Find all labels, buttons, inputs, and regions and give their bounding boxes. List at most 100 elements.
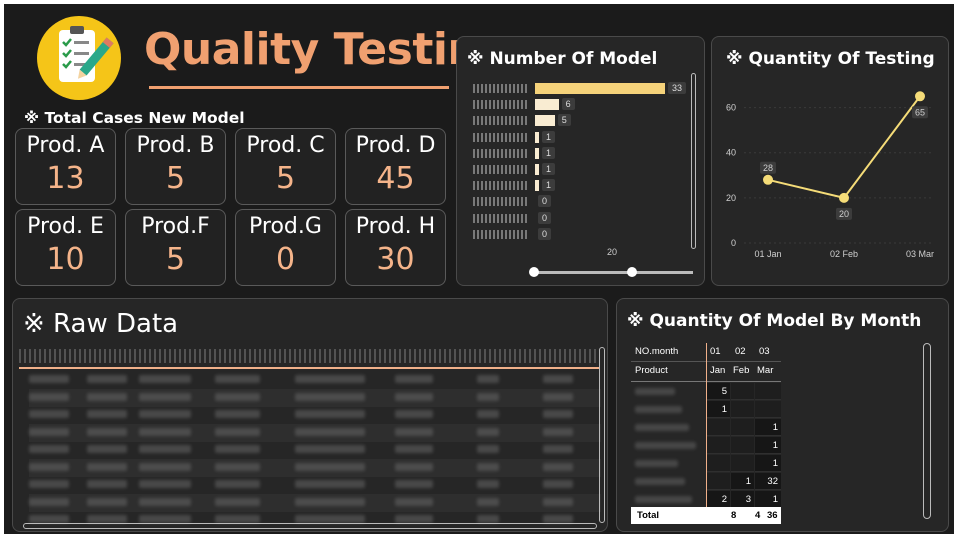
kpi-label: Prod. H <box>355 214 436 239</box>
table-cell <box>87 392 127 401</box>
matrix-header-jan: Jan <box>710 365 726 376</box>
table-cell <box>543 462 573 471</box>
bar-mark[interactable] <box>535 115 555 127</box>
x-tick-label: 03 Mar <box>906 249 934 259</box>
total-cases-title: ※ Total Cases New Model <box>24 109 245 127</box>
vertical-scrollbar[interactable] <box>691 73 696 249</box>
table-cell <box>295 427 365 436</box>
matrix-cell <box>731 401 754 418</box>
table-cell <box>87 480 127 488</box>
product-name-cell <box>635 442 696 449</box>
table-row[interactable] <box>29 441 601 459</box>
x-axis-tick-label: 20 <box>607 247 618 257</box>
bar-category-label <box>473 116 527 126</box>
kpi-label: Prod.G <box>249 214 322 239</box>
raw-data-vertical-scrollbar[interactable] <box>599 347 605 523</box>
bar-mark[interactable] <box>535 83 665 94</box>
table-cell <box>215 462 260 471</box>
table-row[interactable] <box>29 458 601 477</box>
bar-category-label <box>473 213 527 223</box>
bar-mark[interactable] <box>535 180 539 192</box>
matrix-cell <box>731 419 754 436</box>
y-tick-label: 0 <box>731 238 736 248</box>
kpi-value: 0 <box>275 242 296 277</box>
range-slider-min-handle[interactable] <box>529 267 539 277</box>
table-cell <box>477 445 499 453</box>
table-cell <box>477 515 499 523</box>
data-point[interactable] <box>839 192 849 203</box>
table-cell <box>395 392 433 401</box>
data-point[interactable] <box>915 91 925 102</box>
checklist-pencil-icon <box>37 16 121 100</box>
table-cell <box>395 410 433 418</box>
matrix-cell <box>707 419 730 436</box>
table-cell <box>215 445 260 453</box>
table-cell <box>215 515 260 523</box>
model-by-month-card: ※ Quantity Of Model By Month NO.month 01… <box>616 298 949 532</box>
table-cell <box>543 515 573 523</box>
kpi-label: Prod. B <box>136 133 215 158</box>
kpi-value: 13 <box>46 161 85 196</box>
table-cell <box>295 497 365 506</box>
table-cell <box>87 445 127 453</box>
raw-data-horizontal-scrollbar[interactable] <box>23 523 597 529</box>
table-cell <box>295 375 365 383</box>
table-cell <box>29 392 69 401</box>
bar-mark[interactable] <box>535 131 539 143</box>
table-row[interactable] <box>29 423 601 442</box>
table-row[interactable] <box>29 388 601 407</box>
matrix-vertical-scrollbar[interactable] <box>923 343 931 519</box>
kpi-label: Prod.F <box>141 214 210 239</box>
data-label: 20 <box>839 209 849 219</box>
table-cell <box>295 392 365 401</box>
table-cell <box>215 480 260 488</box>
table-cell <box>139 480 191 488</box>
data-label-bg <box>760 161 776 174</box>
range-slider-track[interactable] <box>533 271 693 274</box>
series-line <box>767 95 921 199</box>
table-cell <box>215 410 260 418</box>
product-name-cell <box>635 388 675 395</box>
kpi-label: Prod. A <box>26 133 105 158</box>
data-point[interactable] <box>763 174 773 185</box>
table-row[interactable] <box>29 511 601 529</box>
table-row[interactable] <box>29 476 601 494</box>
matrix-total-row: Total 8 4 36 <box>631 507 781 524</box>
table-cell <box>395 427 433 436</box>
table-cell <box>543 375 573 383</box>
range-slider-max-handle[interactable] <box>627 267 637 277</box>
matrix-cell: 1 <box>755 491 781 508</box>
table-row[interactable] <box>29 406 601 424</box>
bar-data-label: 0 <box>538 211 552 224</box>
model-by-month-title: ※ Quantity Of Model By Month <box>627 311 922 331</box>
header-divider <box>19 367 599 369</box>
matrix-header-mar: Mar <box>757 365 774 376</box>
table-cell <box>87 515 127 523</box>
table-cell <box>477 462 499 471</box>
bar-mark[interactable] <box>535 99 559 111</box>
matrix-cell: 1 <box>755 437 781 454</box>
table-cell <box>395 497 433 506</box>
y-tick-label: 40 <box>726 148 736 158</box>
x-tick-label: 01 Jan <box>754 249 781 259</box>
bar-data-label: 33 <box>668 82 687 94</box>
matrix-cell <box>707 437 730 454</box>
table-row[interactable] <box>29 371 601 389</box>
table-cell <box>477 410 499 418</box>
kpi-value: 45 <box>376 161 415 196</box>
table-cell <box>295 410 365 418</box>
bar-category-label <box>473 229 527 239</box>
kpi-card-prod-a: Prod. A 13 <box>15 128 116 205</box>
bar-mark[interactable] <box>535 164 539 175</box>
table-cell <box>477 392 499 401</box>
table-cell <box>477 480 499 488</box>
kpi-label: Prod. E <box>27 214 104 239</box>
matrix-cell: 1 <box>755 419 781 436</box>
bar-data-label: 1 <box>541 146 555 159</box>
bar-mark[interactable] <box>535 147 539 159</box>
table-cell <box>395 480 433 488</box>
table-row[interactable] <box>29 493 601 512</box>
matrix-total-label: Total <box>637 510 659 521</box>
bar-category-label <box>473 132 527 142</box>
kpi-card-prod-g: Prod.G 0 <box>235 209 336 286</box>
